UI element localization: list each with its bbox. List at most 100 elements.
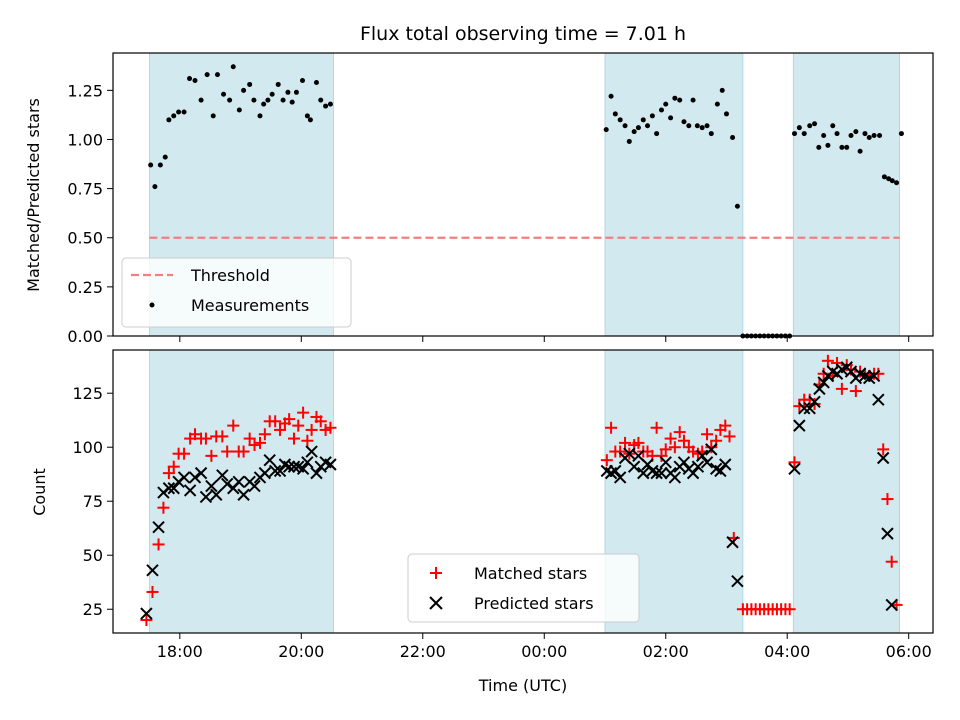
matched-star-point <box>632 436 645 449</box>
measurement-point <box>792 131 798 137</box>
matched-star-point <box>292 419 305 432</box>
predicted-star-point <box>199 490 213 504</box>
matched-star-point <box>619 436 632 449</box>
predicted-star-point <box>788 462 801 476</box>
count-panel: 18:00 20:00 22:00 00:00 02:00 04:00 06:00 25 50… <box>30 349 934 695</box>
measurement-point <box>187 76 193 82</box>
ratio-y-tick-label: 0.25 <box>67 278 103 297</box>
measurement-point <box>704 123 710 129</box>
count-legend-box <box>407 553 640 623</box>
predicted-star-point <box>205 479 218 493</box>
measurement-point <box>181 109 187 115</box>
predicted-star-point <box>188 471 202 484</box>
measurement-point <box>881 174 887 180</box>
measurement-point <box>323 103 329 109</box>
predicted-star-point <box>282 460 296 473</box>
predicted-star-point <box>872 393 885 406</box>
measurement-point <box>171 113 177 119</box>
matched-star-point <box>673 426 686 439</box>
predicted-star-point <box>268 464 282 478</box>
measurement-point <box>894 180 900 186</box>
matched-star-point <box>605 421 618 434</box>
ratio-observing-window <box>604 52 744 337</box>
predicted-star-point <box>613 471 627 484</box>
count-y-axis-label: Count <box>30 468 49 516</box>
observing-windows-bottom <box>149 349 900 634</box>
observing-windows-top <box>149 52 900 337</box>
measurement-point <box>631 129 637 135</box>
count-series <box>140 354 903 627</box>
predicted-star-point <box>216 469 229 482</box>
matched-star-point <box>189 428 201 441</box>
measurement-point <box>612 111 618 117</box>
predicted-star-point <box>655 466 668 480</box>
measurement-point <box>204 72 210 78</box>
matched-star-point <box>835 382 848 395</box>
measurement-point <box>812 121 818 127</box>
measurement-point <box>686 123 692 129</box>
matched-star-point <box>152 538 165 551</box>
matched-star-point <box>288 432 301 445</box>
matched-star-point <box>877 443 890 456</box>
count-observing-window <box>149 349 334 634</box>
measurement-point <box>176 109 182 115</box>
count-y-tick-label: 75 <box>83 492 103 511</box>
measurement-point <box>257 113 263 119</box>
measurement-point <box>230 64 236 70</box>
measurement-point <box>640 117 646 123</box>
predicted-star-point <box>609 464 622 478</box>
count-y-tick-label: 50 <box>83 546 103 565</box>
matched-star-point <box>324 421 337 434</box>
measurement-point <box>626 138 632 144</box>
matched-star-point <box>283 413 296 426</box>
predicted-star-point <box>273 464 287 478</box>
matched-star-point <box>199 432 212 445</box>
matched-star-point <box>178 447 191 460</box>
measurement-point <box>672 95 678 101</box>
count-legend: Matched stars Predicted stars <box>407 553 640 623</box>
measurement-point <box>816 144 822 150</box>
predicted-star-point <box>668 471 682 484</box>
predicted-star-point <box>167 482 180 495</box>
measurement-point <box>617 117 623 123</box>
ratio-legend-box <box>121 257 352 328</box>
predicted-star-point <box>263 453 276 467</box>
matched-star-point <box>881 493 894 506</box>
measurement-point <box>275 81 281 87</box>
matched-star-point <box>274 423 287 436</box>
predicted-star-point <box>296 462 310 476</box>
predicted-star-point <box>881 527 894 540</box>
ratio-panel: 0.00 0.25 0.50 0.75 1.00 1.25 Matched/Predict… <box>24 52 934 346</box>
matched-star-point <box>297 406 310 419</box>
measurement-point <box>699 125 705 131</box>
measurement-point <box>723 111 729 117</box>
measurement-point <box>862 131 868 137</box>
measurement-point <box>166 117 172 123</box>
measurement-point <box>635 125 641 131</box>
predicted-star-point <box>813 382 826 396</box>
measurement-point <box>251 97 257 103</box>
count-observing-window <box>792 349 900 634</box>
predicted-star-point <box>659 456 672 469</box>
predicted-star-point <box>726 536 739 549</box>
measurements-legend-label: Measurements <box>191 296 309 315</box>
measurement-point <box>280 97 286 103</box>
predicted-star-point <box>258 466 272 480</box>
matched-star-point <box>162 467 175 480</box>
ratio-y-tick-label: 1.25 <box>67 81 103 100</box>
measurement-point <box>853 129 859 135</box>
measurement-point <box>694 123 700 129</box>
matched-star-point <box>849 385 862 398</box>
matched-legend-swatch <box>430 567 442 579</box>
predicted-star-point <box>691 460 705 473</box>
matched-star-point <box>788 456 801 469</box>
measurement-point <box>622 123 628 129</box>
predicted-star-point <box>695 449 709 463</box>
predicted-star-point <box>885 598 898 612</box>
measurement-point <box>265 97 271 103</box>
ratio-observing-window <box>792 52 900 337</box>
count-y-ticks: 25 50 75 100 125 <box>72 384 113 619</box>
matched-star-point <box>723 430 736 443</box>
measurement-point <box>877 133 883 139</box>
